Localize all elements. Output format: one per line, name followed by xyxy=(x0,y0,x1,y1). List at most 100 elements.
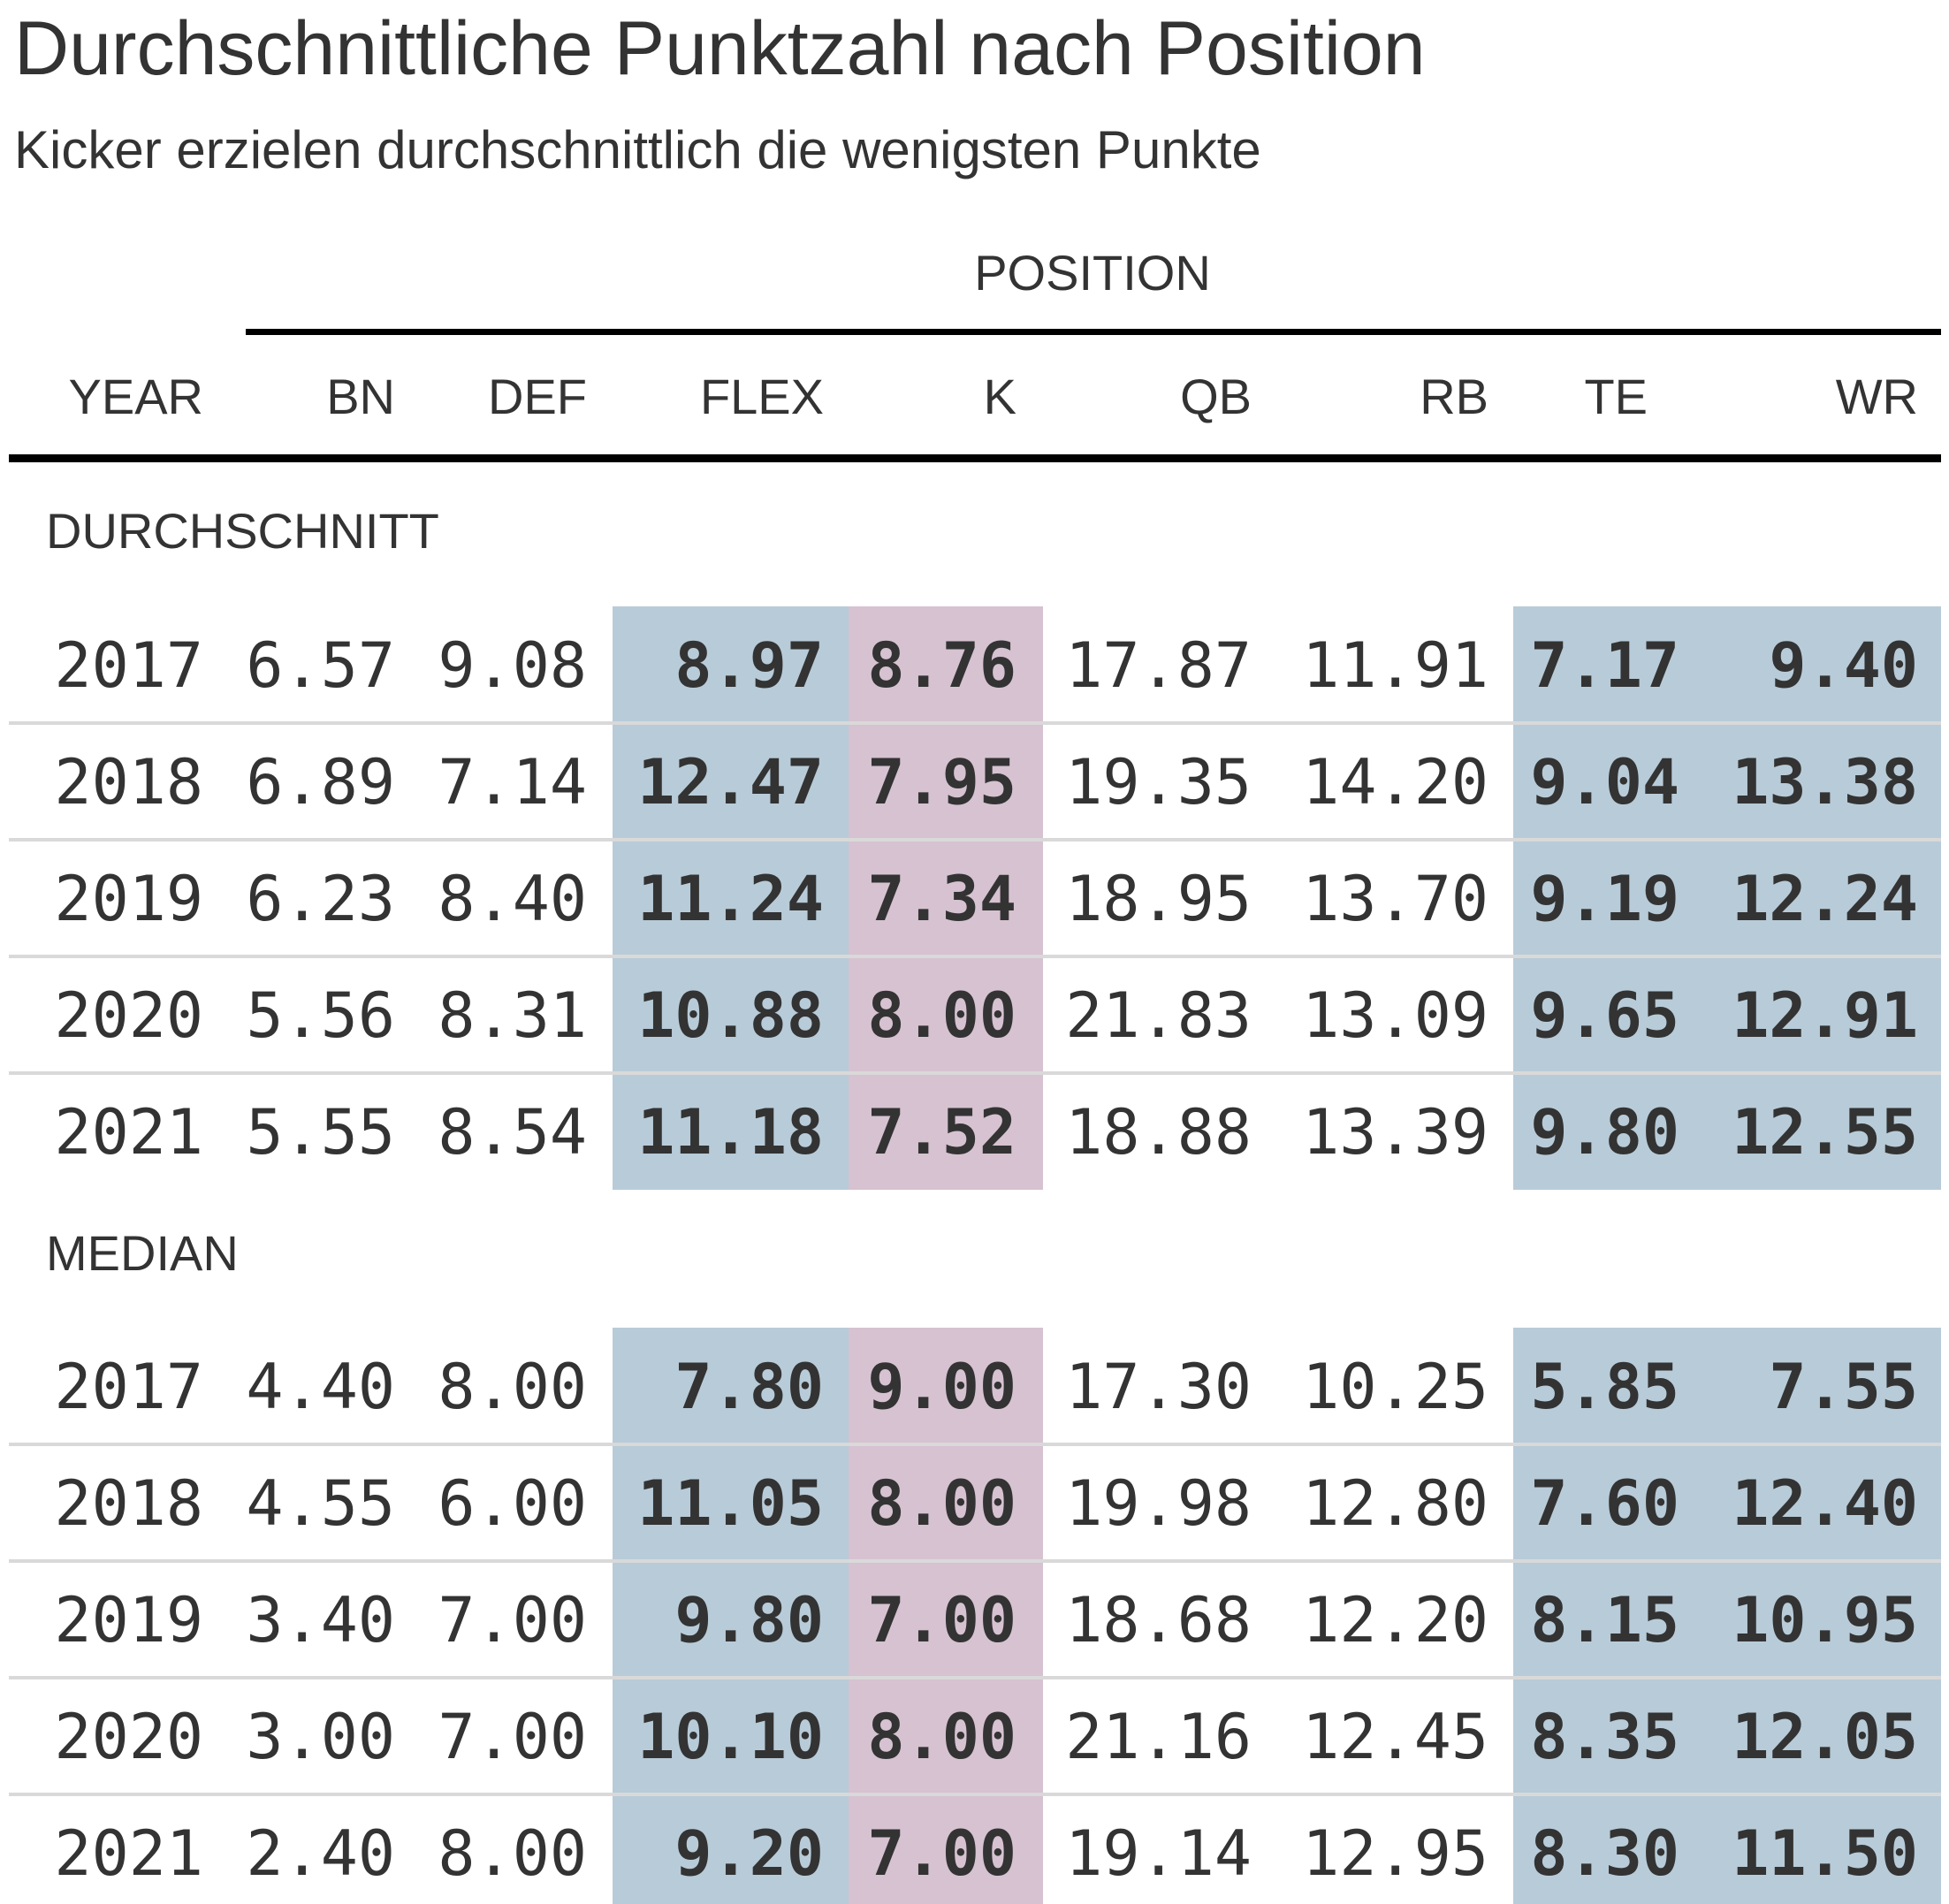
cell-wr-durchschnitt-2020: 12.91 xyxy=(1732,979,1918,1052)
highlight-wr-durchschnitt xyxy=(1706,606,1941,1190)
cell-te-median-2017: 5.85 xyxy=(1530,1351,1679,1423)
column-header-wr: WR xyxy=(1836,369,1918,424)
cell-k-median-2017: 9.00 xyxy=(867,1351,1016,1423)
cell-rb-durchschnitt-2021: 13.39 xyxy=(1302,1096,1488,1169)
column-header-k: K xyxy=(984,369,1016,424)
cell-te-durchschnitt-2020: 9.65 xyxy=(1530,979,1679,1052)
cell-rb-durchschnitt-2020: 13.09 xyxy=(1302,979,1488,1052)
cell-def-median-2020: 7.00 xyxy=(438,1701,587,1773)
cell-def-durchschnitt-2017: 9.08 xyxy=(438,629,587,702)
cell-year-median-2017: 2017 xyxy=(54,1351,203,1423)
cell-flex-durchschnitt-2019: 11.24 xyxy=(637,863,824,935)
cell-k-median-2020: 8.00 xyxy=(867,1701,1016,1773)
cell-wr-median-2018: 12.40 xyxy=(1732,1467,1918,1540)
column-header-rb: RB xyxy=(1420,369,1488,424)
cell-rb-durchschnitt-2018: 14.20 xyxy=(1302,746,1488,819)
cell-qb-durchschnitt-2018: 19.35 xyxy=(1065,746,1252,819)
cell-k-durchschnitt-2018: 7.95 xyxy=(867,746,1016,819)
cell-rb-median-2018: 12.80 xyxy=(1302,1467,1488,1540)
cell-qb-median-2017: 17.30 xyxy=(1065,1351,1252,1423)
chart-subtitle: Kicker erzielen durchschnittlich die wen… xyxy=(14,120,1261,179)
cell-def-median-2018: 6.00 xyxy=(438,1467,587,1540)
cell-rb-durchschnitt-2019: 13.70 xyxy=(1302,863,1488,935)
cell-wr-durchschnitt-2017: 9.40 xyxy=(1769,629,1918,702)
chart-title: Durchschnittliche Punktzahl nach Positio… xyxy=(14,6,1426,91)
cell-bn-median-2019: 3.40 xyxy=(246,1584,395,1656)
cell-flex-median-2018: 11.05 xyxy=(637,1467,824,1540)
cell-bn-durchschnitt-2021: 5.55 xyxy=(246,1096,395,1169)
cell-def-median-2019: 7.00 xyxy=(438,1584,587,1656)
cell-def-durchschnitt-2019: 8.40 xyxy=(438,863,587,935)
cell-k-durchschnitt-2020: 8.00 xyxy=(867,979,1016,1052)
cell-qb-median-2019: 18.68 xyxy=(1065,1584,1252,1656)
cell-year-durchschnitt-2021: 2021 xyxy=(54,1096,203,1169)
row-divider xyxy=(9,1793,1941,1796)
column-header-year: YEAR xyxy=(69,369,204,424)
highlight-k-durchschnitt xyxy=(849,606,1043,1190)
cell-flex-median-2019: 9.80 xyxy=(674,1584,824,1656)
cell-rb-median-2019: 12.20 xyxy=(1302,1584,1488,1656)
highlight-flex-median xyxy=(613,1328,849,1904)
row-divider xyxy=(9,955,1941,958)
group-label-durchschnitt: DURCHSCHNITT xyxy=(46,503,439,559)
cell-flex-durchschnitt-2021: 11.18 xyxy=(637,1096,824,1169)
cell-te-median-2020: 8.35 xyxy=(1530,1701,1679,1773)
cell-year-durchschnitt-2017: 2017 xyxy=(54,629,203,702)
cell-year-median-2019: 2019 xyxy=(54,1584,203,1656)
cell-year-median-2020: 2020 xyxy=(54,1701,203,1773)
cell-bn-durchschnitt-2017: 6.57 xyxy=(246,629,395,702)
cell-qb-median-2020: 21.16 xyxy=(1065,1701,1252,1773)
cell-qb-durchschnitt-2017: 17.87 xyxy=(1065,629,1252,702)
cell-def-median-2021: 8.00 xyxy=(438,1817,587,1890)
cell-te-durchschnitt-2018: 9.04 xyxy=(1530,746,1679,819)
cell-qb-durchschnitt-2021: 18.88 xyxy=(1065,1096,1252,1169)
cell-te-durchschnitt-2021: 9.80 xyxy=(1530,1096,1679,1169)
cell-flex-median-2020: 10.10 xyxy=(637,1701,824,1773)
cell-flex-median-2017: 7.80 xyxy=(674,1351,824,1423)
spanner-label: POSITION xyxy=(974,245,1211,301)
cell-flex-durchschnitt-2017: 8.97 xyxy=(674,629,824,702)
cell-year-durchschnitt-2020: 2020 xyxy=(54,979,203,1052)
cell-te-durchschnitt-2019: 9.19 xyxy=(1530,863,1679,935)
cell-rb-median-2020: 12.45 xyxy=(1302,1701,1488,1773)
cell-year-median-2021: 2021 xyxy=(54,1817,203,1890)
group-label-median: MEDIAN xyxy=(46,1225,239,1281)
cell-qb-median-2018: 19.98 xyxy=(1065,1467,1252,1540)
row-divider xyxy=(9,721,1941,725)
cell-bn-durchschnitt-2018: 6.89 xyxy=(246,746,395,819)
cell-qb-durchschnitt-2019: 18.95 xyxy=(1065,863,1252,935)
cell-wr-durchschnitt-2021: 12.55 xyxy=(1732,1096,1918,1169)
row-divider xyxy=(9,1443,1941,1446)
cell-te-median-2019: 8.15 xyxy=(1530,1584,1679,1656)
highlight-wr-median xyxy=(1706,1328,1941,1904)
cell-rb-median-2017: 10.25 xyxy=(1302,1351,1488,1423)
cell-rb-median-2021: 12.95 xyxy=(1302,1817,1488,1890)
cell-bn-median-2021: 2.40 xyxy=(246,1817,395,1890)
cell-def-durchschnitt-2021: 8.54 xyxy=(438,1096,587,1169)
cell-wr-median-2020: 12.05 xyxy=(1732,1701,1918,1773)
cell-te-durchschnitt-2017: 7.17 xyxy=(1530,629,1679,702)
cell-wr-median-2017: 7.55 xyxy=(1769,1351,1918,1423)
cell-wr-median-2021: 11.50 xyxy=(1732,1817,1918,1890)
cell-def-durchschnitt-2018: 7.14 xyxy=(438,746,587,819)
cell-flex-durchschnitt-2020: 10.88 xyxy=(637,979,824,1052)
cell-wr-durchschnitt-2018: 13.38 xyxy=(1732,746,1918,819)
cell-year-durchschnitt-2019: 2019 xyxy=(54,863,203,935)
cell-def-durchschnitt-2020: 8.31 xyxy=(438,979,587,1052)
cell-qb-median-2021: 19.14 xyxy=(1065,1817,1252,1890)
header-rule xyxy=(9,454,1941,462)
cell-year-durchschnitt-2018: 2018 xyxy=(54,746,203,819)
cell-rb-durchschnitt-2017: 11.91 xyxy=(1302,629,1488,702)
cell-wr-median-2019: 10.95 xyxy=(1732,1584,1918,1656)
column-header-te: TE xyxy=(1584,369,1648,424)
cell-k-durchschnitt-2019: 7.34 xyxy=(867,863,1016,935)
cell-te-median-2021: 8.30 xyxy=(1530,1817,1679,1890)
cell-wr-durchschnitt-2019: 12.24 xyxy=(1732,863,1918,935)
spanner-rule xyxy=(246,329,1941,335)
column-header-flex: FLEX xyxy=(700,369,824,424)
highlight-flex-durchschnitt xyxy=(613,606,849,1190)
row-divider xyxy=(9,838,1941,842)
cell-k-durchschnitt-2021: 7.52 xyxy=(867,1096,1016,1169)
highlight-te-durchschnitt xyxy=(1513,606,1706,1190)
column-header-qb: QB xyxy=(1180,369,1252,424)
